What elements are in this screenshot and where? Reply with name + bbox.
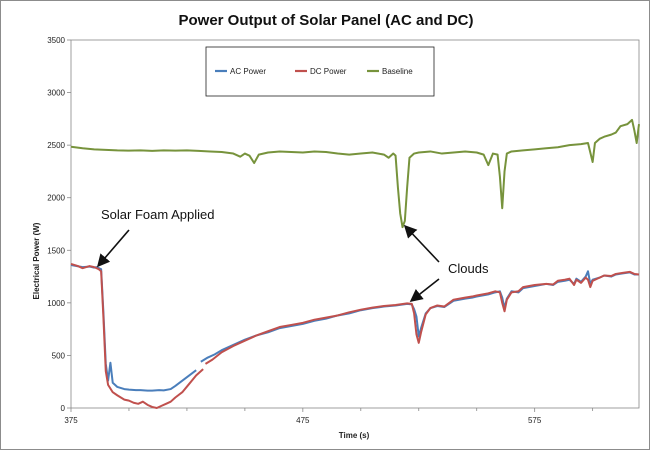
y-axis-title: Electrical Power (W): [32, 222, 41, 299]
legend-label-baseline: Baseline: [382, 67, 413, 76]
legend-label-ac-power: AC Power: [230, 67, 266, 76]
y-tick-label: 1500: [47, 246, 65, 255]
legend: AC Power DC Power Baseline: [205, 46, 435, 97]
y-tick-label: 1000: [47, 299, 65, 308]
y-tick-label: 3500: [47, 36, 65, 45]
series-line-dc-power: [70, 262, 640, 409]
legend-label-dc-power: DC Power: [310, 67, 347, 76]
x-axis-title: Time (s): [339, 431, 370, 440]
arrow-clouds-upper: [403, 224, 440, 263]
arrow-clouds-lower: [409, 278, 440, 302]
x-tick-label: 375: [64, 416, 78, 425]
x-tick-label: 575: [528, 416, 542, 425]
series-layer: [70, 118, 640, 409]
axes-layer: 0 500 1000 1500 2000 2500 3000 3500 375 475 575: [47, 36, 640, 425]
annotation-solar-foam: Solar Foam Applied: [101, 207, 214, 222]
y-tick-label: 2500: [47, 141, 65, 150]
y-tick-label: 3000: [47, 89, 65, 98]
x-tick-label: 475: [296, 416, 310, 425]
annotation-clouds: Clouds: [448, 261, 489, 276]
legend-box: [205, 46, 435, 97]
annotations-layer: Solar Foam Applied Clouds: [96, 207, 489, 302]
arrow-solar-foam: [96, 229, 130, 268]
chart-title: Power Output of Solar Panel (AC and DC): [178, 12, 473, 29]
series-line-baseline: [70, 118, 640, 229]
y-tick-label: 2000: [47, 194, 65, 203]
plot-area-border: [70, 39, 640, 409]
y-tick-label: 0: [61, 404, 66, 413]
y-tick-label: 500: [52, 351, 66, 360]
